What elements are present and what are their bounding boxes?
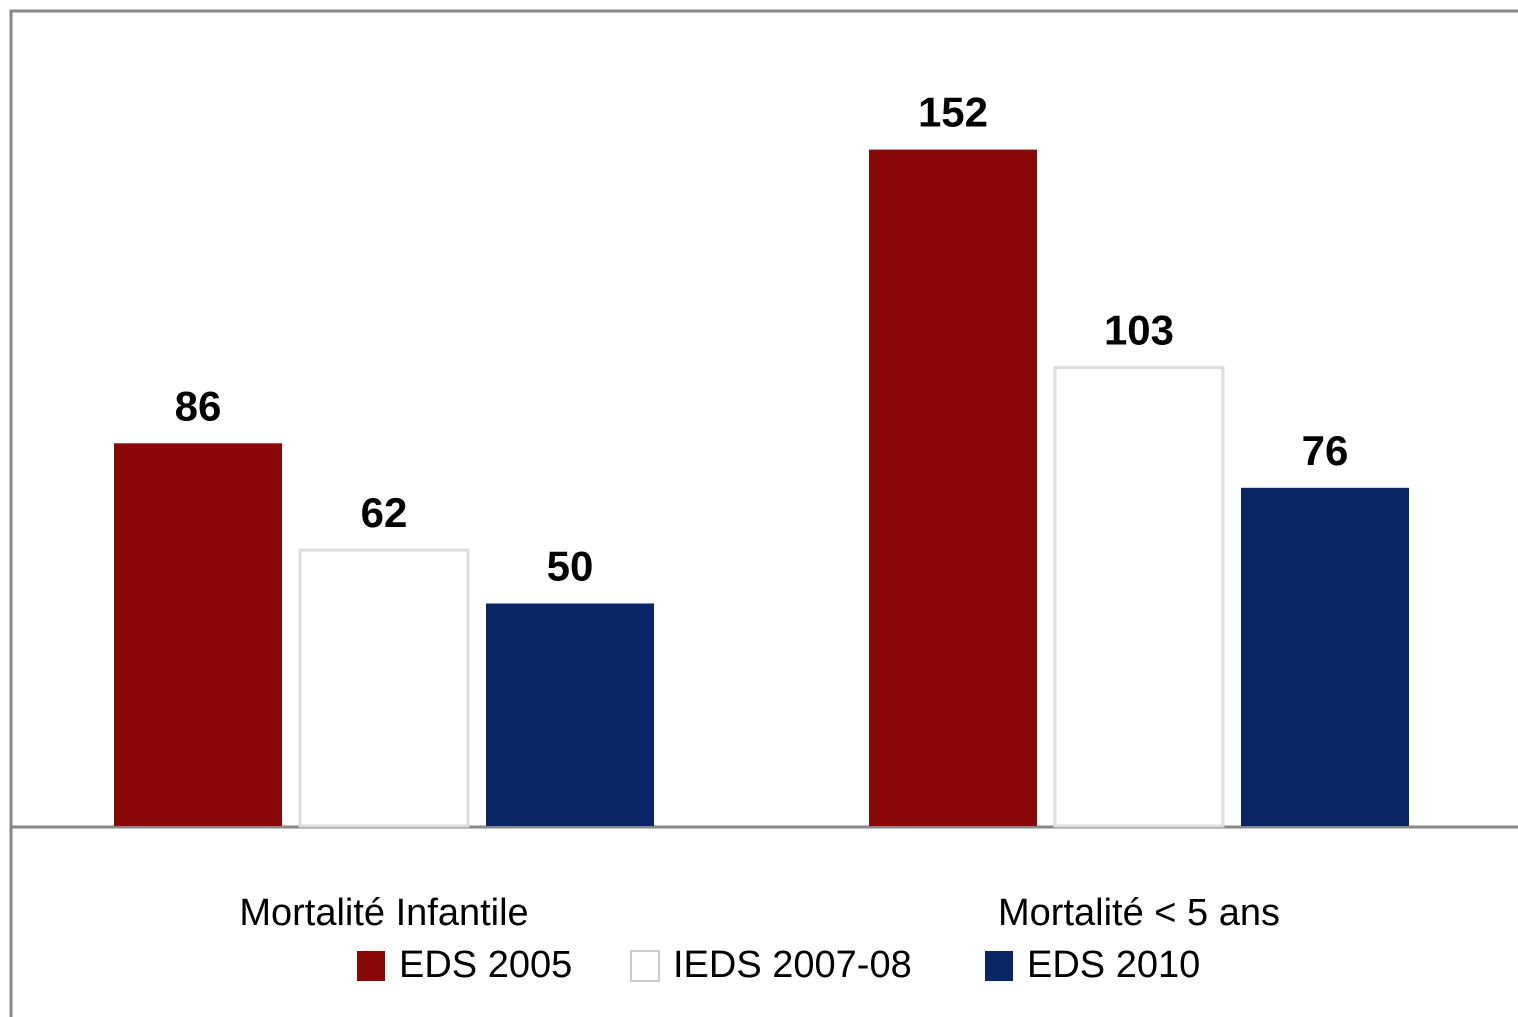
- data-label: 76: [1302, 427, 1349, 474]
- bar: [486, 603, 654, 826]
- bar: [298, 548, 470, 828]
- data-label: 50: [547, 543, 594, 590]
- legend-swatch: [630, 950, 660, 982]
- bar: [869, 149, 1037, 827]
- x-tick-label: Mortalité < 5 ans: [998, 892, 1280, 934]
- frame: [9, 9, 1518, 1017]
- legend-label: EDS 2005: [399, 944, 572, 986]
- legend-label: EDS 2010: [1027, 944, 1200, 986]
- x-tick-label: Mortalité Infantile: [239, 892, 528, 934]
- data-label: 62: [361, 489, 408, 536]
- legend-swatch: [357, 951, 385, 981]
- bar: [1241, 487, 1409, 826]
- legend-swatch: [985, 951, 1013, 981]
- data-label: 152: [918, 89, 988, 136]
- data-label: 103: [1104, 307, 1174, 354]
- legend-label: IEDS 2007-08: [673, 944, 912, 986]
- data-label: 86: [175, 382, 222, 429]
- bar: [1053, 366, 1225, 828]
- bar: [114, 443, 282, 826]
